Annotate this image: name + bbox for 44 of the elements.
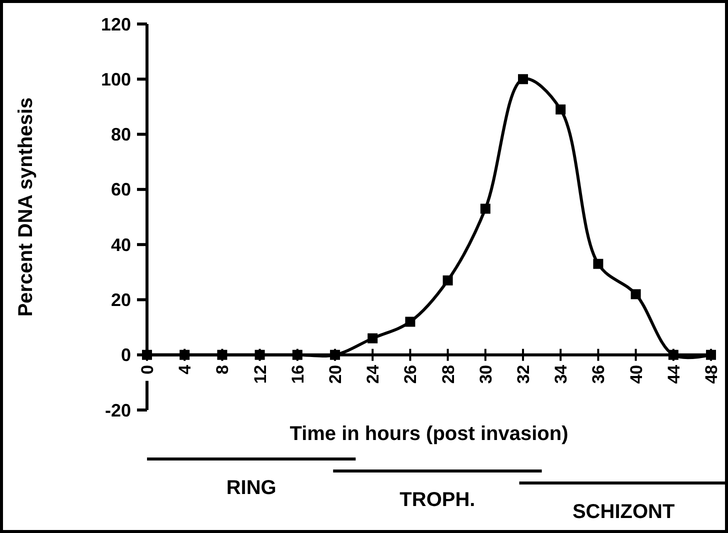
point (668, 350, 678, 360)
point (180, 350, 190, 360)
x-tick-label: 48 (702, 364, 721, 384)
x-tick-label: 44 (664, 364, 684, 384)
point (142, 350, 152, 360)
text: TROPH. (400, 489, 476, 511)
y-tick-label: -20 (104, 400, 131, 420)
point (630, 289, 641, 300)
x-axis-title: Time in hours (post invasion) (290, 423, 568, 445)
x-tick-label: 28 (438, 364, 458, 384)
point (556, 104, 566, 114)
y-tick-label: 80 (110, 124, 131, 145)
point (330, 350, 340, 360)
point (480, 204, 490, 214)
x-tick-label: 32 (514, 364, 533, 384)
y-axis-title: Percent DNA synthesis (15, 97, 37, 317)
x-tick-label: 20 (326, 364, 345, 384)
x-tick-label: 34 (552, 364, 571, 384)
y-tick-label: 60 (110, 180, 131, 200)
x-tick-label: 16 (288, 364, 308, 384)
y-tick-label: 120 (100, 14, 131, 34)
x-tick-label: 12 (250, 364, 270, 384)
y-tick-label: 20 (110, 290, 131, 310)
x-tick-label: 40 (626, 364, 646, 384)
text: RING (226, 477, 276, 499)
x-tick-label: 0 (138, 364, 157, 374)
point (706, 350, 716, 360)
x-tick-label: 30 (476, 364, 496, 384)
point (254, 350, 265, 360)
point (217, 350, 228, 360)
point (518, 74, 528, 84)
y-tick-label: 100 (100, 69, 131, 90)
x-tick-label: 36 (589, 364, 608, 384)
point (405, 316, 416, 327)
point (593, 258, 604, 269)
x-tick-label: 24 (364, 364, 383, 384)
x-tick-label: 26 (401, 364, 420, 384)
x-tick-label: 4 (176, 364, 195, 374)
point (368, 333, 378, 344)
point (442, 275, 453, 286)
x-tick-label: 8 (213, 364, 232, 374)
text: SCHIZONT (572, 501, 675, 523)
y-tick-label: 40 (110, 234, 131, 255)
point (292, 350, 302, 360)
